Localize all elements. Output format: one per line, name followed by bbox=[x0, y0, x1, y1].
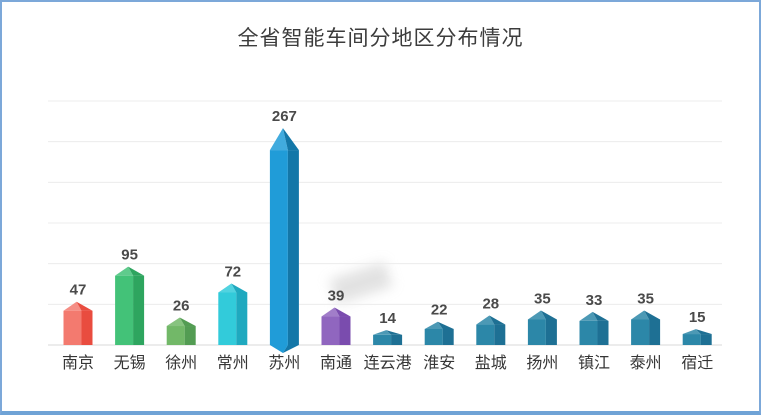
bar-front-face bbox=[476, 324, 495, 345]
bar-front-face bbox=[424, 328, 443, 345]
bar-value-label: 26 bbox=[173, 297, 190, 314]
bar-front-face bbox=[166, 326, 185, 345]
bar-cap-right bbox=[231, 283, 248, 293]
bar-cap-right bbox=[128, 266, 145, 276]
x-axis-label: 泰州 bbox=[630, 354, 662, 372]
bar-cap-right bbox=[334, 307, 351, 317]
bar-cap-left bbox=[166, 317, 185, 327]
bar-cap-left bbox=[269, 128, 288, 151]
bar-front-face bbox=[682, 334, 701, 345]
bar-value-label: 33 bbox=[586, 292, 603, 309]
bar-side-face bbox=[442, 328, 454, 345]
bar-front-face bbox=[321, 316, 340, 345]
bar-side-face bbox=[81, 310, 93, 345]
bar-cap-right bbox=[76, 301, 93, 311]
bar-side-face bbox=[287, 150, 299, 345]
bar-value-label: 72 bbox=[224, 263, 241, 280]
chart-title: 全省智能车间分地区分布情况 bbox=[237, 27, 524, 50]
bar-side-face bbox=[133, 275, 145, 345]
x-axis-label: 连云港 bbox=[364, 354, 412, 372]
bar-cap-right bbox=[489, 315, 506, 325]
bar-value-label: 39 bbox=[328, 288, 345, 305]
bar-cap-right bbox=[540, 310, 557, 320]
bar-cap-right bbox=[644, 310, 661, 320]
bar-side-face bbox=[545, 319, 557, 345]
bar-cap-left bbox=[373, 330, 392, 335]
bar-cap-left bbox=[631, 310, 650, 320]
bar-value-label: 35 bbox=[637, 290, 654, 307]
bar-front-face bbox=[63, 310, 82, 345]
bar-cap-left bbox=[63, 301, 82, 311]
bar-cap-left bbox=[682, 329, 701, 335]
x-axis-label: 南京 bbox=[62, 354, 94, 372]
bar-cap-left bbox=[321, 307, 340, 317]
bar-side-face bbox=[494, 324, 506, 345]
bar-cap-right bbox=[695, 329, 712, 335]
bar-side-face bbox=[649, 319, 661, 345]
x-axis-label: 南通 bbox=[320, 354, 352, 372]
bar-side-face bbox=[236, 292, 248, 345]
bar-side-face bbox=[597, 320, 609, 345]
x-axis-label: 盐城 bbox=[475, 354, 507, 372]
x-axis-label: 徐州 bbox=[165, 354, 197, 372]
x-axis-label: 宿迁 bbox=[681, 354, 713, 372]
bar-cap-left bbox=[424, 321, 443, 329]
bar-value-label: 35 bbox=[534, 290, 551, 307]
bar-cap-right bbox=[437, 321, 454, 329]
bar-value-label: 15 bbox=[689, 309, 706, 326]
bar-value-label: 267 bbox=[272, 108, 297, 125]
x-axis-label: 无锡 bbox=[114, 354, 146, 372]
bar-front-face bbox=[269, 150, 288, 345]
bar-bottom-left bbox=[269, 345, 288, 353]
bar-front-face bbox=[631, 319, 650, 345]
bar-front-face bbox=[373, 334, 392, 345]
bar-side-face bbox=[184, 326, 196, 345]
bar-cap-right bbox=[592, 311, 609, 321]
bar-cap-left bbox=[115, 266, 134, 276]
bar-cap-right bbox=[282, 128, 299, 151]
bar-cap-left bbox=[476, 315, 495, 325]
bar-front-face bbox=[527, 319, 546, 345]
bar-front-face bbox=[579, 320, 598, 345]
bar-side-face bbox=[391, 334, 403, 345]
bar-cap-right bbox=[179, 317, 196, 327]
bar-side-face bbox=[700, 334, 712, 345]
bar-cap-left bbox=[527, 310, 546, 320]
x-axis-label: 扬州 bbox=[526, 354, 558, 372]
bar-bottom-right bbox=[282, 345, 299, 353]
bar-value-label: 47 bbox=[70, 282, 87, 299]
bar-cap-left bbox=[579, 311, 598, 321]
bar-cap-right bbox=[386, 330, 403, 335]
bar-value-label: 14 bbox=[379, 310, 396, 327]
x-axis-label: 淮安 bbox=[423, 354, 455, 372]
bar-value-label: 28 bbox=[482, 296, 499, 313]
x-axis-label: 苏州 bbox=[268, 354, 300, 372]
bar-cap-left bbox=[218, 283, 237, 293]
bar-front-face bbox=[218, 292, 237, 345]
bar-front-face bbox=[115, 275, 134, 345]
x-axis-label: 镇江 bbox=[578, 354, 610, 372]
bar-side-face bbox=[339, 316, 351, 345]
x-axis-label: 常州 bbox=[217, 354, 249, 372]
bar-value-label: 95 bbox=[121, 247, 138, 264]
bar-value-label: 22 bbox=[431, 302, 448, 319]
